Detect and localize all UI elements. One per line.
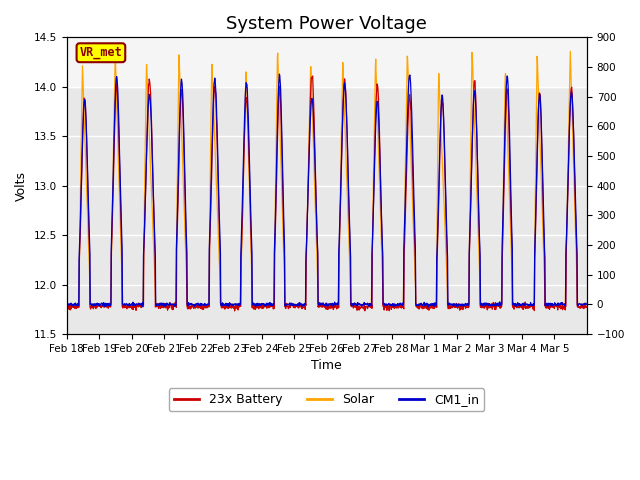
- X-axis label: Time: Time: [311, 360, 342, 372]
- Title: System Power Voltage: System Power Voltage: [227, 15, 427, 33]
- Legend: 23x Battery, Solar, CM1_in: 23x Battery, Solar, CM1_in: [169, 388, 484, 411]
- Y-axis label: Volts: Volts: [15, 171, 28, 201]
- Text: VR_met: VR_met: [79, 46, 122, 59]
- Bar: [67, 37, 587, 87]
